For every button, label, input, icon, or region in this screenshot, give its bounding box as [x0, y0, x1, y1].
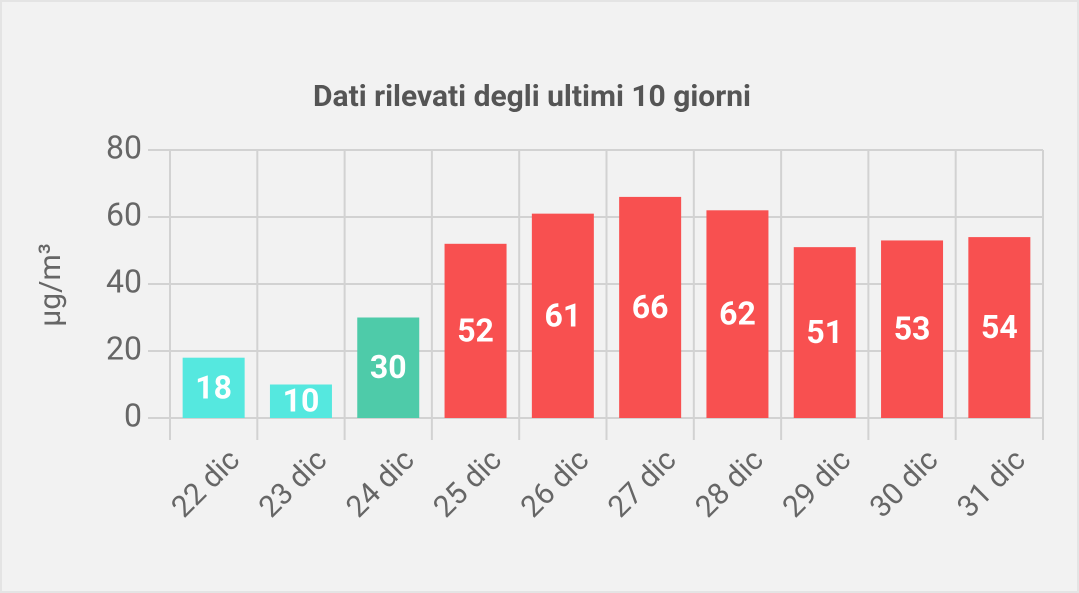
data-label: 18: [195, 368, 232, 406]
bar: [182, 357, 245, 418]
chart-title: Dati rilevati degli ultimi 10 giorni: [313, 79, 751, 114]
data-label: 54: [981, 308, 1018, 346]
data-label: 53: [894, 310, 931, 348]
y-tick-label: 60: [106, 195, 142, 233]
data-label: 61: [544, 296, 581, 334]
data-label: 30: [370, 348, 407, 386]
bar: [968, 237, 1031, 418]
y-tick-label: 80: [106, 128, 142, 166]
data-label: 10: [283, 382, 320, 420]
bar: [444, 243, 507, 418]
bar: [531, 213, 594, 418]
data-label: 62: [719, 295, 756, 333]
y-tick-label: 40: [106, 262, 142, 300]
bar: [619, 196, 682, 418]
bar: [706, 210, 769, 418]
bar: [269, 384, 332, 418]
bar: [793, 247, 856, 418]
data-label: 66: [632, 288, 669, 326]
data-label: 51: [806, 313, 843, 351]
y-tick-label: 20: [106, 329, 142, 367]
y-axis-label: µg/m³: [33, 243, 68, 327]
data-label: 52: [457, 311, 494, 349]
bar: [357, 317, 420, 418]
bar: [881, 240, 944, 418]
y-tick-label: 0: [124, 396, 142, 434]
